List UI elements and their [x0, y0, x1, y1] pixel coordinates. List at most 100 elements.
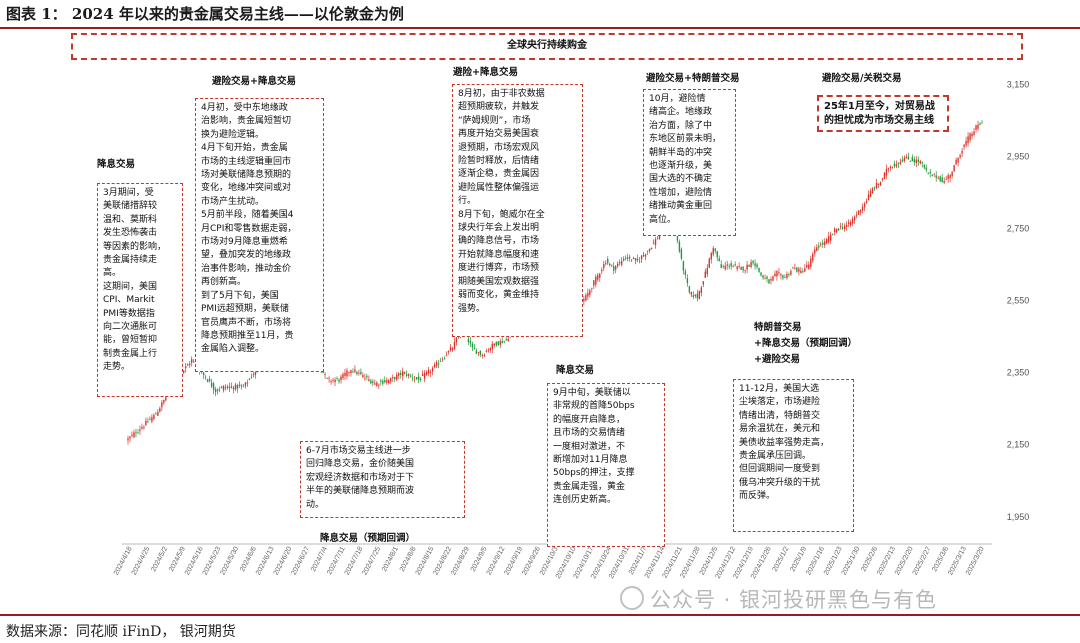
candle-body [342, 373, 344, 379]
phase-label-rate-cut-1: 降息交易 [97, 159, 136, 170]
y-tick-label: 2,550 [1007, 296, 1030, 306]
candle-body [684, 271, 687, 276]
candle-body [427, 370, 430, 374]
candle-body [183, 370, 185, 373]
candle-body [919, 161, 921, 164]
candle-body [646, 250, 649, 252]
x-tick-label: 2024/8/29 [450, 546, 471, 577]
x-tick-label: 2024/7/4 [310, 546, 329, 573]
candle-body [192, 361, 195, 363]
y-tick-label: 2,750 [1007, 224, 1030, 234]
candle-body [445, 355, 448, 357]
candle-body [585, 295, 587, 301]
candle-body [163, 399, 165, 403]
candle-body [447, 350, 450, 353]
candle-body [240, 385, 243, 387]
candle-body [939, 176, 941, 182]
candle-body [617, 263, 619, 267]
candle-body [206, 379, 209, 382]
candle-body [790, 270, 792, 275]
candle-body [352, 371, 354, 373]
candle-body [605, 263, 607, 264]
candle-body [481, 355, 484, 356]
candle-body [230, 386, 233, 388]
candle-body [810, 258, 812, 267]
candle-body [891, 167, 894, 169]
candle-body [236, 385, 239, 389]
x-tick-label: 2025/1/9 [789, 546, 808, 573]
candle-body [332, 379, 334, 381]
candle-body [471, 343, 474, 348]
candle-body [380, 380, 382, 382]
x-tick-label: 2024/7/25 [361, 546, 382, 577]
candle-body [489, 348, 492, 351]
candle-body [764, 278, 766, 280]
candle-body [927, 173, 929, 175]
candle-body [368, 379, 370, 381]
candle-body [330, 380, 332, 382]
candle-body [754, 263, 756, 267]
candle-body [690, 291, 693, 295]
candle-body [792, 267, 794, 269]
candle-body [372, 381, 374, 383]
candle-body [139, 429, 141, 431]
candle-body [841, 227, 844, 229]
candle-body [626, 257, 629, 259]
candle-body [469, 341, 472, 344]
candle-body [433, 364, 436, 368]
candle-body [748, 264, 750, 267]
annotation-march: 3月期间，受 美联储措辞较 温和、莫斯科 发生恐怖袭击 等因素的影响， 贵金属持… [97, 183, 183, 397]
candle-body [804, 268, 806, 272]
candle-body [599, 273, 601, 278]
x-tick-label: 2024/5/9 [168, 546, 187, 573]
candle-body [969, 133, 971, 141]
candle-body [137, 432, 139, 434]
candle-body [682, 261, 685, 271]
annotation-september: 9月中旬，美联储以 非常规的首降50bps 的幅度开启降息， 且市场的交易情绪 … [547, 383, 665, 547]
candle-body [131, 434, 133, 436]
candle-body [680, 249, 683, 259]
candle-body [644, 254, 647, 257]
candle-body [455, 337, 458, 343]
candle-body [704, 271, 706, 278]
candle-body [212, 383, 215, 391]
candle-body [421, 374, 424, 377]
candle-body [652, 242, 655, 244]
candle-body [971, 133, 973, 137]
x-tick-label: 2024/8/1 [381, 546, 400, 573]
candle-body [191, 359, 193, 363]
candle-body [157, 411, 159, 416]
candle-body [782, 275, 784, 279]
annotation-october: 10月，避险情 绪高企。地缘政 治方面，除了中 东地区前景未明， 朝鲜半岛的冲突… [643, 89, 736, 236]
candle-body [650, 247, 653, 249]
candle-body [752, 260, 754, 264]
candle-body [615, 266, 617, 270]
candle-body [796, 267, 798, 272]
candle-body [714, 248, 716, 252]
candle-body [816, 247, 818, 252]
candle-body [794, 268, 796, 269]
candle-body [778, 272, 780, 273]
candle-body [923, 165, 925, 168]
candle-body [843, 226, 846, 229]
x-tick-label: 2024/5/30 [219, 546, 240, 577]
candle-body [648, 248, 651, 251]
candle-body [824, 241, 826, 245]
candle-body [875, 182, 878, 188]
candle-body [694, 294, 697, 296]
candle-body [364, 377, 366, 379]
candle-body [382, 380, 384, 384]
candle-body [493, 343, 495, 346]
candle-body [451, 348, 454, 351]
candle-body [979, 123, 981, 126]
candle-body [618, 262, 621, 264]
x-tick-label: 2025/2/6 [860, 546, 879, 573]
candle-body [955, 159, 957, 165]
candle-body [911, 157, 914, 162]
candle-body [929, 172, 931, 174]
candle-body [802, 271, 804, 272]
candle-body [324, 374, 326, 376]
candle-body [226, 386, 229, 388]
candle-body [499, 341, 501, 345]
candle-body [386, 380, 388, 383]
